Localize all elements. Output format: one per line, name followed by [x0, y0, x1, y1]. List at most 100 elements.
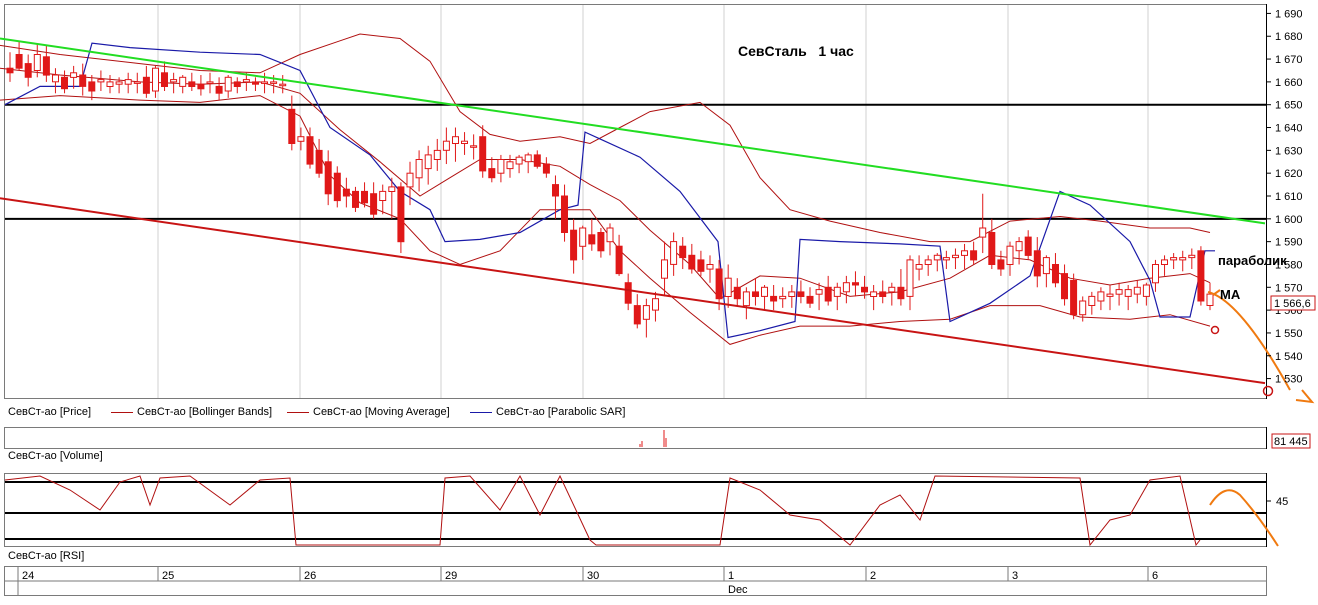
x-axis-day-label: 3	[1012, 570, 1018, 582]
candle-body-bearish	[806, 295, 814, 304]
candlestick	[1033, 237, 1041, 288]
candle-body-bullish	[524, 154, 532, 163]
candle-body-bullish	[106, 81, 114, 88]
candle-body-bearish	[188, 81, 196, 88]
candlestick	[197, 75, 205, 96]
candle-body-bullish	[761, 286, 768, 297]
candlestick	[315, 138, 323, 178]
candlestick	[1024, 230, 1032, 260]
candlestick	[1133, 280, 1141, 304]
bollinger-band-line	[0, 33, 1211, 243]
legend-bollinger: СевСт-ао [Bollinger Bands]	[111, 405, 272, 419]
candle-body-bullish	[979, 227, 987, 238]
candle-body-bearish	[42, 56, 50, 76]
candle-body-bearish	[79, 74, 87, 87]
legend-sar-swatch	[470, 411, 492, 413]
x-axis[interactable]	[4, 566, 1267, 596]
y-tick-label: 1 690	[1275, 8, 1303, 20]
candle-body-bullish	[388, 186, 396, 192]
candle-body-bearish	[324, 161, 332, 195]
y-tick-label: 1 660	[1275, 77, 1303, 89]
candle-body-bullish	[642, 305, 650, 320]
candle-body-bearish	[1070, 279, 1078, 316]
candlestick	[133, 72, 141, 94]
candle-body-bullish	[788, 291, 796, 297]
candle-body-bearish	[233, 81, 241, 88]
candle-body-bullish	[652, 298, 659, 311]
candle-body-bullish	[179, 76, 187, 87]
candle-body-bullish	[906, 259, 914, 297]
candle-body-bearish	[61, 76, 68, 90]
candle-body-bullish	[115, 81, 123, 85]
candlestick	[1097, 287, 1105, 311]
candlestick	[524, 152, 532, 174]
candle-body-bearish	[1033, 250, 1041, 277]
volume-badge	[1271, 433, 1311, 449]
candle-body-bullish	[1097, 291, 1105, 302]
parabolic-sar-line	[4, 42, 1215, 339]
candle-body-bearish	[561, 195, 568, 233]
candle-body-bearish	[397, 186, 405, 243]
candlestick	[688, 243, 696, 274]
candlestick	[988, 218, 996, 270]
candlestick	[88, 75, 96, 101]
candlestick	[652, 291, 659, 322]
candlestick	[570, 218, 578, 274]
candlestick	[679, 237, 687, 270]
candlestick	[361, 182, 368, 208]
candlestick	[624, 273, 632, 311]
candlestick	[1170, 253, 1178, 270]
candle-body-bearish	[770, 295, 778, 302]
legend-moving-average: СевСт-ао [Moving Average]	[287, 405, 450, 419]
candlestick	[633, 294, 641, 329]
forecast-arrow	[1207, 291, 1291, 391]
candle-body-bullish	[1133, 286, 1141, 295]
candle-body-bullish	[1124, 289, 1132, 297]
candlestick	[79, 63, 87, 96]
candle-body-bullish	[724, 277, 732, 298]
candle-body-bullish	[497, 159, 505, 174]
candle-body-bullish	[670, 241, 678, 265]
candlestick	[252, 77, 259, 92]
y-tick-label: 1 610	[1275, 191, 1303, 203]
candlestick	[288, 95, 296, 151]
candle-body-bullish	[1115, 289, 1123, 295]
candlestick	[697, 250, 705, 276]
candle-body-bullish	[279, 83, 287, 87]
candle-body-bearish	[315, 149, 323, 174]
x-axis-day-label: 24	[22, 570, 34, 582]
candlestick	[661, 241, 668, 297]
candle-body-bullish	[1170, 257, 1178, 261]
candle-body-bullish	[833, 286, 841, 297]
candle-body-bearish	[333, 172, 341, 202]
candle-body-bearish	[542, 163, 550, 174]
support-end-marker	[1262, 385, 1274, 397]
candlestick	[1052, 253, 1059, 288]
rsi-panel-label: СевСт-ао [RSI]	[8, 550, 85, 562]
candle-body-bullish	[170, 79, 178, 83]
candle-body-bearish	[715, 268, 723, 300]
candlestick	[1179, 250, 1187, 272]
x-axis-day-label: 26	[304, 570, 316, 582]
candle-body-bullish	[815, 289, 823, 295]
candlestick	[61, 70, 68, 94]
candle-body-bearish	[24, 63, 32, 78]
x-axis-day-label: 2	[870, 570, 876, 582]
candle-body-bullish	[1152, 264, 1159, 284]
candle-body-bearish	[306, 136, 314, 165]
candle-body-bearish	[597, 232, 605, 252]
candlestick	[442, 127, 450, 165]
candle-body-bullish	[661, 259, 668, 279]
candle-body-bearish	[1024, 236, 1032, 256]
candle-body-bullish	[606, 227, 614, 243]
candle-body-bullish	[270, 81, 278, 84]
candle-body-bearish	[970, 250, 978, 261]
candle-body-bearish	[142, 76, 150, 94]
candlestick	[1152, 259, 1159, 292]
candle-body-bearish	[1197, 250, 1205, 302]
candlestick	[342, 177, 350, 208]
candle-body-bullish	[297, 136, 305, 142]
candle-body-bullish	[424, 154, 432, 170]
y-tick-label: 1 600	[1275, 214, 1303, 226]
